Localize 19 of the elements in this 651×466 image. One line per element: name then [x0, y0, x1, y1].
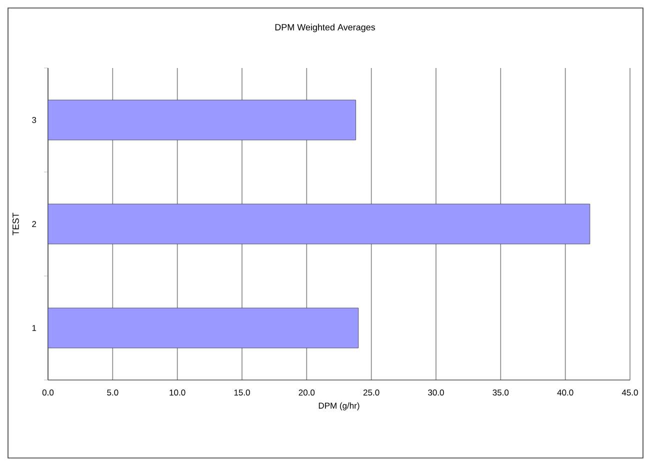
y-axis-title: TEST — [12, 212, 19, 236]
x-tick-label: 20.0 — [298, 390, 315, 396]
bar — [48, 204, 590, 244]
x-tick-label: 40.0 — [557, 390, 574, 396]
x-tick-label: 45.0 — [622, 390, 638, 396]
x-axis-title: DPM (g/hr) — [318, 402, 360, 410]
x-tick-label: 0.0 — [42, 390, 54, 396]
x-tick-label: 10.0 — [170, 390, 186, 396]
bar — [48, 308, 359, 348]
x-tick-label: 25.0 — [363, 390, 380, 396]
x-tick-label: 30.0 — [428, 390, 444, 396]
y-tick-label: 2 — [32, 221, 36, 227]
chart-title: DPM Weighted Averages — [275, 24, 376, 32]
x-tick-label: 5.0 — [107, 390, 118, 396]
y-tick-label: 1 — [32, 325, 36, 331]
x-tick-label: 35.0 — [492, 390, 509, 396]
x-tick-label: 15.0 — [234, 390, 250, 396]
y-tick-label: 3 — [32, 116, 36, 123]
bar — [48, 100, 356, 140]
